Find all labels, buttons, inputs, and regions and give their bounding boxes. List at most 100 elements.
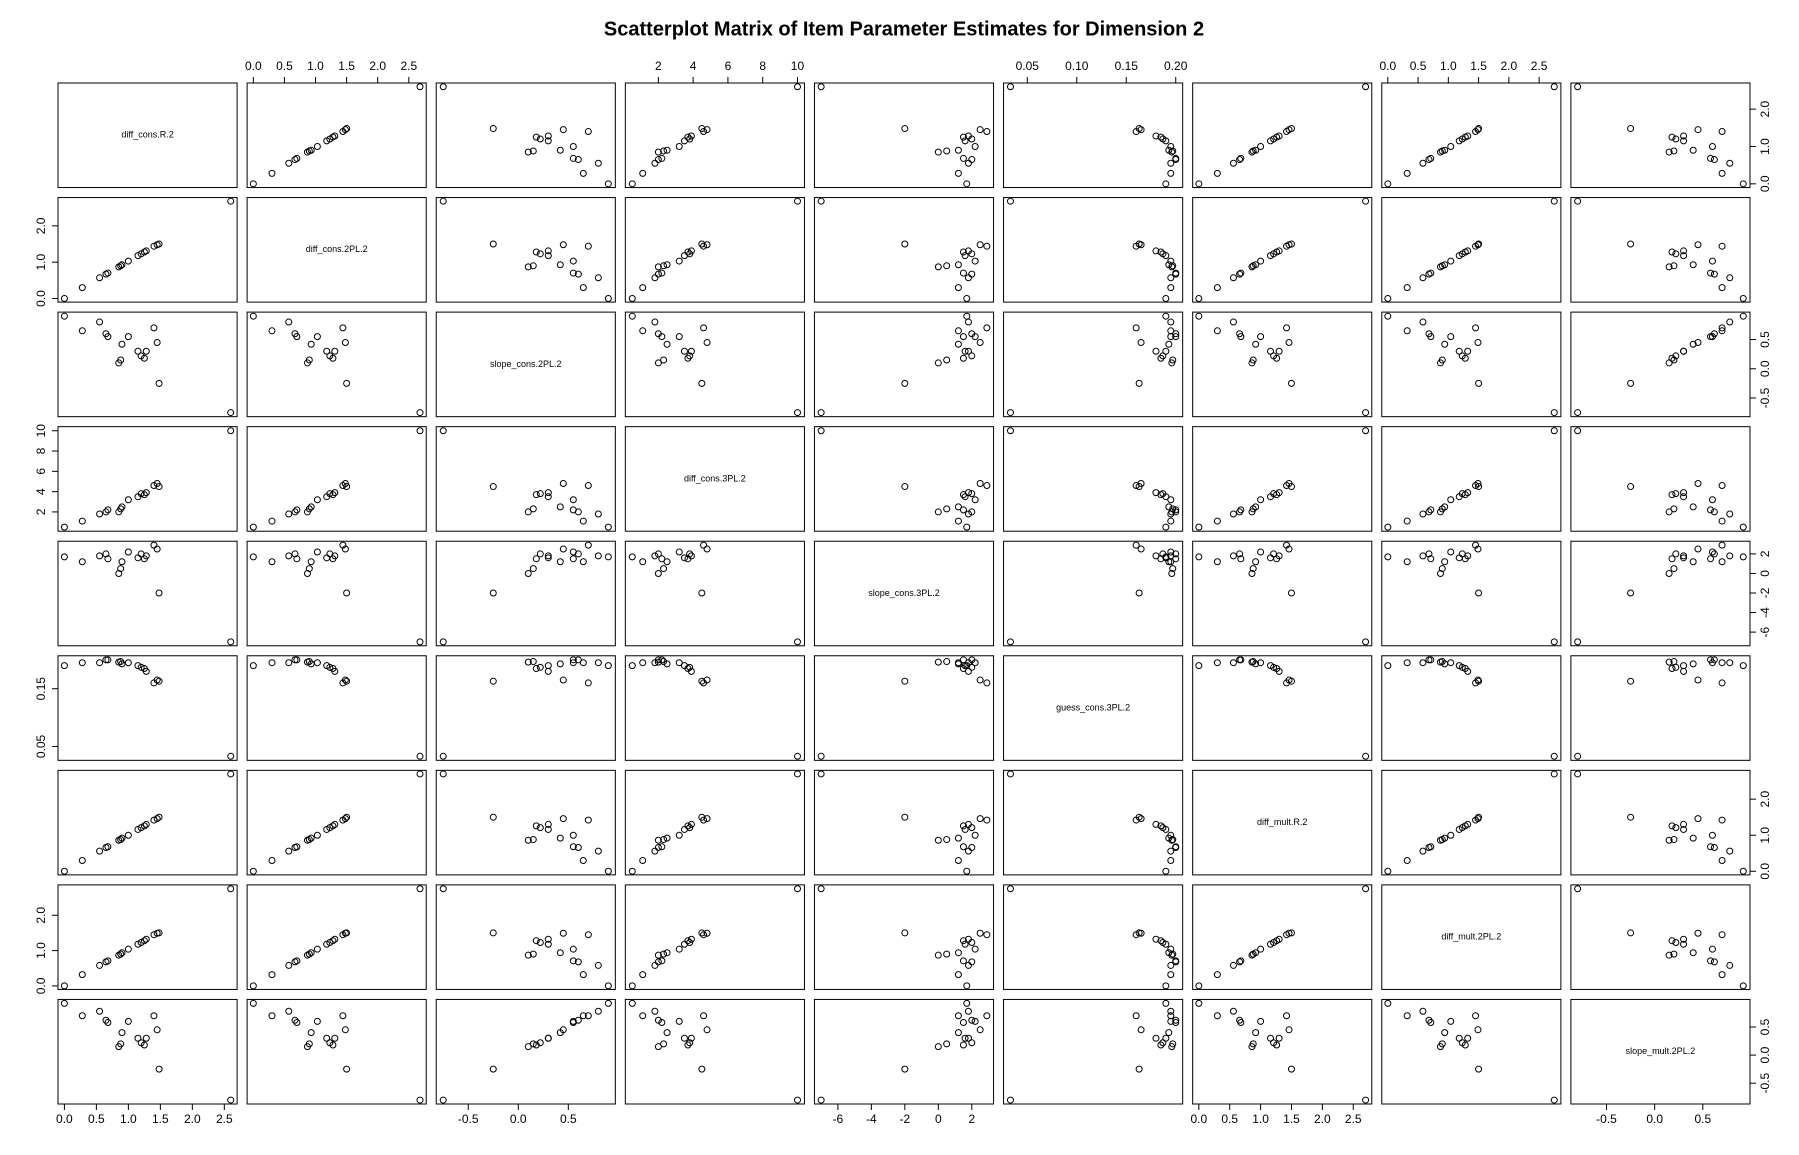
point xyxy=(1152,552,1160,560)
point xyxy=(150,541,158,549)
point xyxy=(307,503,315,511)
point xyxy=(1680,347,1688,355)
point xyxy=(329,354,337,362)
point xyxy=(1384,294,1392,302)
point xyxy=(96,274,104,282)
point xyxy=(1665,508,1673,516)
point xyxy=(155,677,163,685)
point xyxy=(654,270,662,278)
panel xyxy=(57,426,238,532)
point xyxy=(934,836,942,844)
point xyxy=(604,662,612,670)
point xyxy=(976,241,984,249)
panel xyxy=(1381,426,1562,532)
point xyxy=(142,247,150,255)
point xyxy=(249,553,257,561)
point xyxy=(954,261,962,269)
point xyxy=(584,541,592,549)
point xyxy=(1362,1096,1370,1104)
point xyxy=(155,379,163,387)
point xyxy=(1162,294,1170,302)
point xyxy=(964,347,972,355)
point xyxy=(1167,971,1175,979)
point xyxy=(1213,558,1221,566)
panel xyxy=(1003,655,1184,761)
point xyxy=(934,359,942,367)
point xyxy=(1167,548,1175,556)
point xyxy=(964,159,972,167)
point xyxy=(1627,589,1635,597)
point xyxy=(544,137,552,145)
point xyxy=(1236,156,1244,164)
panel xyxy=(1192,311,1373,418)
point xyxy=(1419,510,1427,518)
point xyxy=(1718,558,1726,566)
point xyxy=(117,262,125,270)
point xyxy=(1447,257,1455,265)
point xyxy=(1707,333,1715,341)
point xyxy=(544,1034,552,1042)
point xyxy=(943,147,951,155)
point xyxy=(416,1096,424,1104)
point xyxy=(1672,250,1680,258)
point xyxy=(1257,945,1265,953)
panel xyxy=(624,426,805,532)
point xyxy=(687,1034,695,1042)
point xyxy=(1275,667,1283,675)
point xyxy=(1213,284,1221,292)
point xyxy=(118,503,126,511)
point xyxy=(1229,318,1237,326)
point xyxy=(579,558,587,566)
point xyxy=(137,663,145,671)
point xyxy=(1229,1007,1237,1015)
point xyxy=(1287,589,1295,597)
point xyxy=(1475,677,1483,685)
point xyxy=(102,1016,110,1024)
point xyxy=(1680,252,1688,260)
point xyxy=(439,427,447,435)
panel xyxy=(246,998,427,1105)
point xyxy=(569,506,577,514)
point xyxy=(959,269,967,277)
x-tick-label: 2.0 xyxy=(1314,1112,1331,1126)
point xyxy=(703,241,711,249)
point xyxy=(954,834,962,842)
point xyxy=(532,555,540,563)
point xyxy=(536,663,544,671)
point xyxy=(96,318,104,326)
point xyxy=(628,982,636,990)
point xyxy=(1694,480,1702,488)
y-tick-label: -6 xyxy=(1758,626,1772,637)
point xyxy=(532,937,540,945)
point xyxy=(329,133,337,141)
point xyxy=(285,318,293,326)
point xyxy=(1287,677,1295,685)
y-tick-label: 0.5 xyxy=(1758,1018,1772,1035)
point xyxy=(1287,125,1295,133)
point xyxy=(954,1012,962,1020)
point xyxy=(293,333,301,341)
point xyxy=(1680,940,1688,948)
point xyxy=(536,550,544,558)
point xyxy=(651,274,659,282)
point xyxy=(687,552,695,560)
point xyxy=(155,813,163,821)
point xyxy=(793,197,801,205)
point xyxy=(660,262,668,270)
point xyxy=(268,1012,276,1020)
point xyxy=(313,659,321,667)
point xyxy=(331,935,339,943)
point xyxy=(1132,541,1140,549)
point xyxy=(943,356,951,364)
point xyxy=(1403,1012,1411,1020)
point xyxy=(416,885,424,893)
point xyxy=(1252,1029,1260,1037)
point xyxy=(341,480,349,488)
point xyxy=(964,1007,972,1015)
y-tick-label: 2 xyxy=(34,508,48,515)
point xyxy=(140,1041,148,1049)
point xyxy=(227,770,235,778)
point xyxy=(1159,135,1167,143)
point xyxy=(1718,856,1726,864)
point xyxy=(1384,662,1392,670)
